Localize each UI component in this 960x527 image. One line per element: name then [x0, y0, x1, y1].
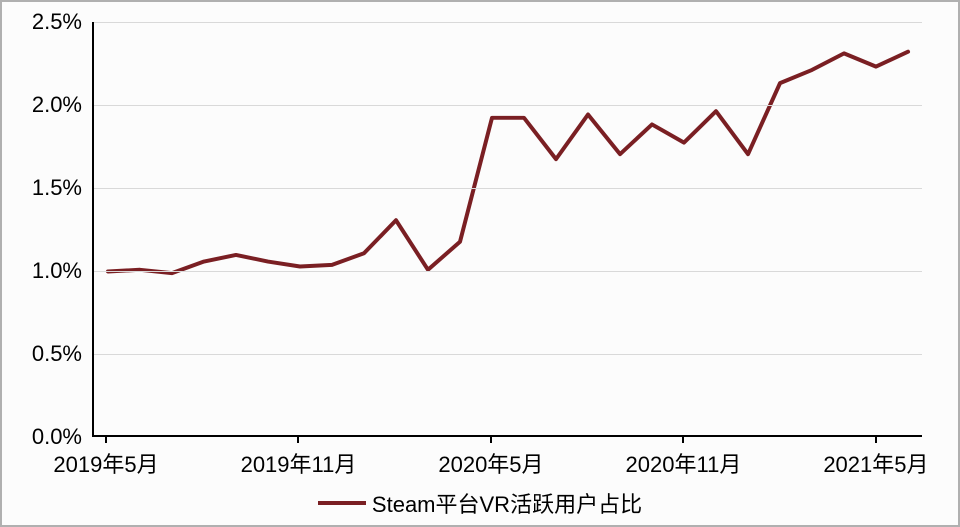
gridline	[94, 271, 922, 272]
x-tick-mark	[297, 435, 299, 443]
x-axis-label: 2020年5月	[438, 447, 543, 479]
x-tick-mark	[682, 435, 684, 443]
y-axis-label: 2.0%	[12, 92, 82, 118]
gridline	[94, 188, 922, 189]
x-tick-mark	[490, 435, 492, 443]
y-axis-label: 2.5%	[12, 9, 82, 35]
legend-label: Steam平台VR活跃用户占比	[372, 487, 642, 519]
y-axis-label: 1.0%	[12, 258, 82, 284]
x-tick-mark	[105, 435, 107, 443]
line-chart-svg	[94, 22, 922, 435]
x-axis-label: 2021年5月	[823, 447, 928, 479]
x-axis-label: 2020年11月	[626, 447, 742, 479]
y-axis-label: 0.5%	[12, 341, 82, 367]
legend-swatch	[318, 501, 366, 505]
series-line	[108, 52, 908, 273]
gridline	[94, 354, 922, 355]
legend: Steam平台VR活跃用户占比	[2, 487, 958, 519]
x-axis-label: 2019年11月	[241, 447, 357, 479]
plot-area	[92, 22, 922, 437]
y-axis-label: 1.5%	[12, 175, 82, 201]
chart-container: Steam平台VR活跃用户占比 0.0%0.5%1.0%1.5%2.0%2.5%…	[0, 0, 960, 527]
x-axis-label: 2019年5月	[53, 447, 158, 479]
gridline	[94, 105, 922, 106]
x-tick-mark	[875, 435, 877, 443]
gridline	[94, 22, 922, 23]
